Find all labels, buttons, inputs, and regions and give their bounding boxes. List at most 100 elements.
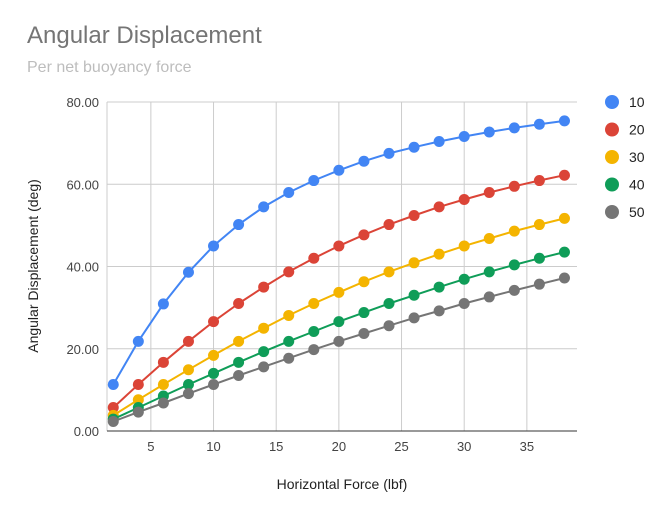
data-point [533,219,545,231]
data-point [408,312,420,324]
data-point [483,291,495,303]
y-tick-label: 40.00 [66,260,99,275]
data-point [458,298,470,310]
data-point [483,233,495,245]
legend-marker [605,205,619,219]
axes: 0.00 20.00 40.00 60.00 80.00 5 10 15 20 25 30 35 [66,95,577,454]
data-point [433,201,445,213]
data-point [408,141,420,153]
grid-lines [106,101,577,431]
data-point [483,266,495,278]
data-point [208,240,220,252]
x-tick-label: 20 [332,439,346,454]
y-tick-label: 80.00 [66,95,99,110]
data-point [433,305,445,317]
data-point [533,118,545,130]
legend-marker [605,122,619,137]
x-tick-label: 5 [147,439,154,454]
data-point [107,379,119,391]
data-point [208,316,220,328]
data-point [533,252,545,264]
data-point [333,164,345,176]
data-point [408,289,420,301]
data-point [333,240,345,252]
data-point [157,397,169,409]
data-point [157,356,169,368]
data-point [383,298,395,310]
data-point [458,240,470,252]
data-point [208,379,220,391]
x-tick-label: 35 [520,439,534,454]
data-point [508,259,520,271]
legend-marker [605,95,619,109]
legend-label: 10 [629,94,645,110]
series-50 [107,272,570,428]
data-point [358,328,370,340]
data-point [233,369,245,381]
data-point [458,193,470,205]
data-point [358,307,370,319]
data-point [258,346,270,358]
data-point [483,186,495,198]
data-point [132,406,144,418]
data-point [508,180,520,192]
legend-marker [605,177,619,192]
data-point [208,367,220,379]
data-point [182,364,194,376]
data-point [558,212,570,224]
data-point [358,276,370,288]
data-point [433,248,445,260]
data-point [333,335,345,347]
data-point [208,349,220,361]
data-point [558,115,570,127]
chart-title: Angular Displacement [27,22,262,49]
legend-label: 30 [629,149,645,165]
data-point [508,122,520,134]
data-point [458,273,470,285]
data-point [107,402,119,414]
data-point [283,309,295,321]
data-point [157,379,169,391]
data-point [383,147,395,159]
data-point [308,344,320,356]
data-point [283,352,295,364]
legend-label: 40 [629,177,645,193]
y-tick-label: 20.00 [66,342,99,357]
data-point [533,278,545,290]
data-point [132,394,144,406]
data-point [182,388,194,400]
x-tick-label: 25 [394,439,408,454]
data-point [308,325,320,337]
data-point [508,225,520,237]
data-point [157,298,169,310]
data-point [233,219,245,231]
data-point [283,266,295,278]
series-group [107,115,570,428]
legend-label: 50 [629,204,645,220]
data-point [383,320,395,332]
data-point [433,135,445,147]
data-point [558,246,570,258]
data-point [258,281,270,293]
data-point [408,210,420,222]
data-point [433,281,445,293]
data-point [308,175,320,187]
data-point [233,298,245,310]
data-point [383,219,395,231]
x-tick-label: 10 [206,439,220,454]
series-20 [107,169,570,414]
data-point [333,286,345,298]
data-point [283,335,295,347]
legend-label: 20 [629,122,645,138]
data-point [308,252,320,264]
series-10 [107,115,570,391]
legend-marker [605,150,619,164]
y-axis-label: Angular Displacement (deg) [25,179,41,353]
data-point [132,379,144,391]
data-point [258,361,270,373]
data-point [458,131,470,143]
data-point [182,266,194,278]
x-axis-label: Horizontal Force (lbf) [277,476,408,492]
data-point [333,316,345,328]
